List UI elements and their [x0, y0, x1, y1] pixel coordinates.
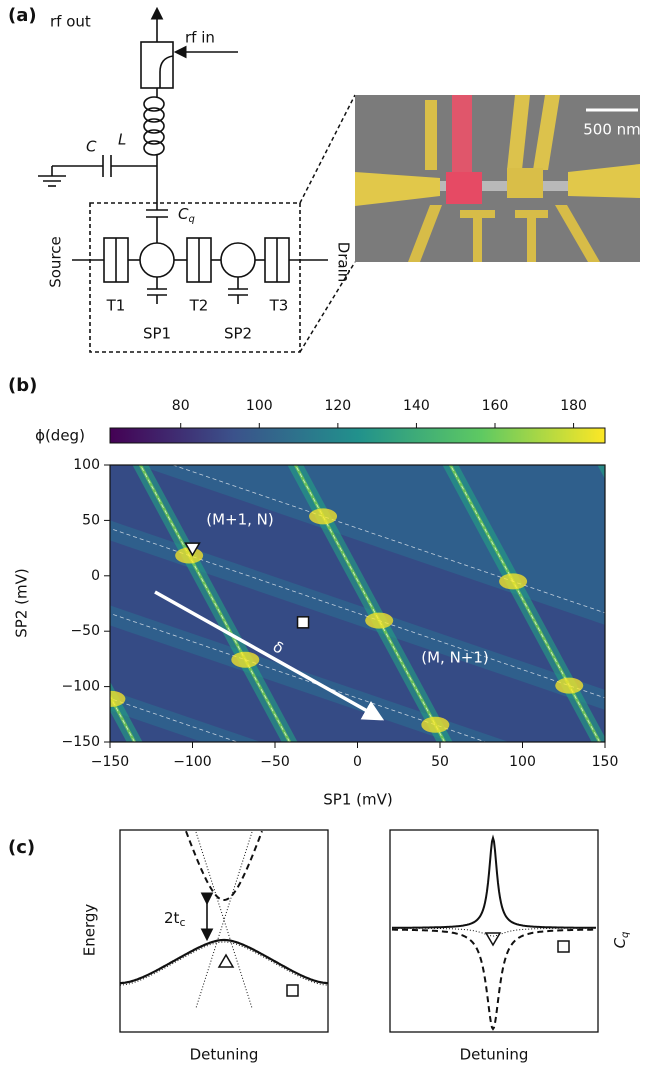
- t1-label: T1: [106, 297, 126, 315]
- triple-point: [154, 795, 182, 811]
- x-tick-label: 50: [431, 754, 449, 770]
- panel-label: (b): [8, 375, 37, 396]
- x-axis-label: SP1 (mV): [323, 791, 392, 809]
- y-tick-label: 50: [82, 512, 100, 528]
- x-tick-label: −50: [260, 754, 290, 770]
- triple-point: [41, 587, 69, 603]
- x-tick-label: −150: [91, 754, 129, 770]
- capacitor-label: C: [86, 138, 97, 156]
- sp2-label: SP2: [224, 325, 252, 343]
- y-tick-label: −50: [70, 623, 100, 639]
- rf-in-label: rf in: [185, 29, 215, 47]
- panel-label: (a): [8, 5, 37, 26]
- plot-frame: [390, 830, 598, 1032]
- scale-bar-label: 500 nm: [583, 121, 641, 139]
- annotation: (M+1, N): [206, 511, 274, 529]
- triple-point: [611, 782, 639, 798]
- inductor-label: L: [118, 131, 126, 149]
- triple-point: [499, 573, 527, 589]
- triple-point: [344, 860, 372, 876]
- cq-sub: q: [620, 932, 631, 938]
- colorbar-ticks: 80 100 120 140 160 180: [172, 398, 587, 428]
- triple-point: [231, 652, 259, 668]
- cq-main: C: [611, 937, 629, 948]
- colorbar-tick-label: 180: [560, 398, 587, 414]
- x-tick-label: 150: [592, 754, 619, 770]
- figure: (a): [0, 0, 663, 1070]
- colorbar-tick-label: 100: [246, 398, 273, 414]
- triple-point: [421, 717, 449, 733]
- heatmap: [0, 378, 663, 1070]
- gap-label: 2tc: [164, 909, 186, 930]
- cq-peak: [392, 838, 596, 928]
- triple-point: [477, 821, 505, 837]
- panel-label: (c): [8, 837, 35, 858]
- colorbar-tick-label: 160: [482, 398, 509, 414]
- upper-branch: [186, 831, 262, 900]
- y-axis-label: Cq: [611, 932, 632, 949]
- y-axis-label: Energy: [81, 904, 99, 957]
- y-tick-label: −100: [62, 679, 100, 695]
- y-axis-label: SP2 (mV): [13, 568, 31, 637]
- t3-label: T3: [269, 297, 289, 315]
- colorbar-tick-label: 80: [172, 398, 190, 414]
- curves: [120, 831, 596, 1029]
- y-tick-label: 100: [73, 457, 100, 473]
- colorbar-tick-label: 120: [324, 398, 351, 414]
- source-label: Source: [47, 236, 65, 288]
- colorbar: [110, 428, 605, 443]
- triple-point: [119, 443, 147, 459]
- triple-point: [555, 678, 583, 694]
- cq-label: Cq: [178, 205, 195, 226]
- triple-point: [97, 691, 125, 707]
- rf-out-label: rf out: [50, 13, 91, 31]
- colorbar-label: ϕ(deg): [35, 427, 85, 445]
- y-tick-label: −150: [62, 734, 100, 750]
- cq-sub: q: [188, 214, 194, 225]
- gap-main: 2t: [164, 909, 180, 927]
- triple-point: [287, 756, 315, 772]
- x-tick-label: 0: [353, 754, 362, 770]
- triple-point: [0, 482, 13, 498]
- gap-sub: c: [179, 916, 185, 929]
- x-axis-label: Detuning: [460, 1046, 529, 1064]
- transition-line: [600, 455, 663, 752]
- y-tick-label: 0: [91, 568, 100, 584]
- guide-line: [600, 455, 663, 752]
- colorbar-tick-label: 140: [403, 398, 430, 414]
- triple-point: [365, 613, 393, 629]
- sp1-label: SP1: [143, 325, 171, 343]
- triple-point: [309, 508, 337, 524]
- drain-label: Drain: [335, 242, 353, 283]
- x-tick-label: −100: [173, 754, 211, 770]
- x-tick-label: 100: [509, 754, 536, 770]
- transition-band: [600, 455, 663, 752]
- t2-label: T2: [189, 297, 209, 315]
- annotation: (M, N+1): [421, 649, 489, 667]
- square-marker: [298, 617, 309, 628]
- cq-main: C: [178, 205, 189, 223]
- plot-frame: [120, 830, 328, 1032]
- x-axis-label: Detuning: [190, 1046, 259, 1064]
